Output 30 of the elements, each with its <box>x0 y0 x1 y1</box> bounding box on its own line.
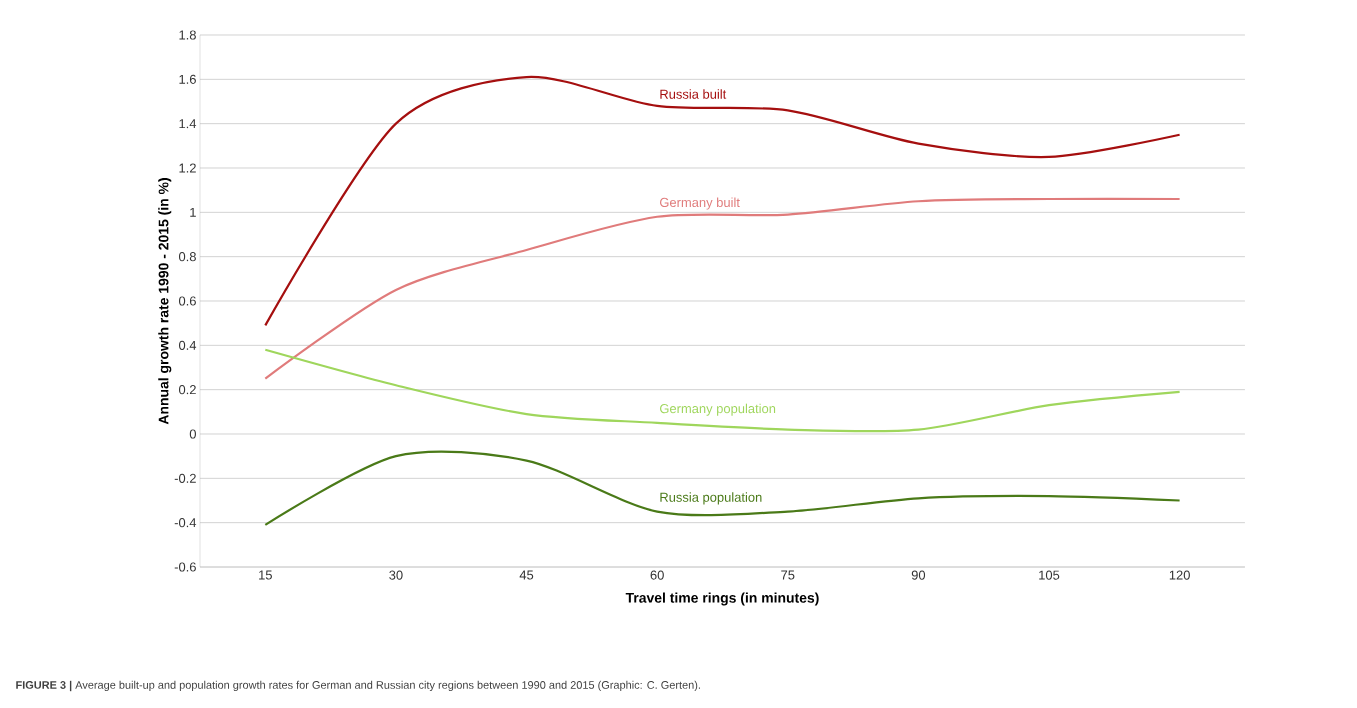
y-tick-label: -0.6 <box>174 562 196 572</box>
x-tick-label: 45 <box>519 570 534 580</box>
y-tick-label: 1.8 <box>179 30 196 40</box>
text: FIGURE 3 | Average built-up and population growth rates for German and Russian city regions between 1990 and 2015 (Graphic: C. Gerten). <box>16 680 700 692</box>
y-tick-label: 0.8 <box>178 252 196 262</box>
y-tick-label: 1.6 <box>179 74 196 84</box>
line-series <box>264 197 1181 380</box>
y-tick-label: 1.2 <box>179 163 196 173</box>
series-label: Russia built <box>660 89 727 99</box>
y-tick-label: -0.4 <box>174 518 197 528</box>
series-label: Russia population <box>660 492 762 505</box>
x-tick-label: 120 <box>1169 570 1190 580</box>
line-series <box>264 76 1181 327</box>
y-tick-label: 1.4 <box>179 119 197 129</box>
y-tick-label: -0.2 <box>174 473 196 483</box>
x-axis-title: Travel time rings (in minutes) <box>625 592 819 606</box>
y-tick-label: 0 <box>189 429 196 439</box>
y-tick-label: 1 <box>190 207 196 217</box>
x-tick-label: 30 <box>389 570 403 580</box>
y-axis-title: Annual growth rate 1990 - 2015 (in %) <box>158 178 172 425</box>
series-label: Germany population <box>660 403 776 416</box>
x-tick-label: 15 <box>259 570 272 580</box>
series-label: Germany built <box>660 197 740 210</box>
y-tick-label: 0.2 <box>178 385 196 395</box>
x-tick-label: 105 <box>1039 570 1060 580</box>
x-tick-label: 75 <box>781 570 795 580</box>
y-tick-label: 0.6 <box>178 296 196 306</box>
x-tick-label: 90 <box>911 570 926 580</box>
x-tick-label: 60 <box>650 570 664 580</box>
y-tick-label: 0.4 <box>178 340 197 350</box>
